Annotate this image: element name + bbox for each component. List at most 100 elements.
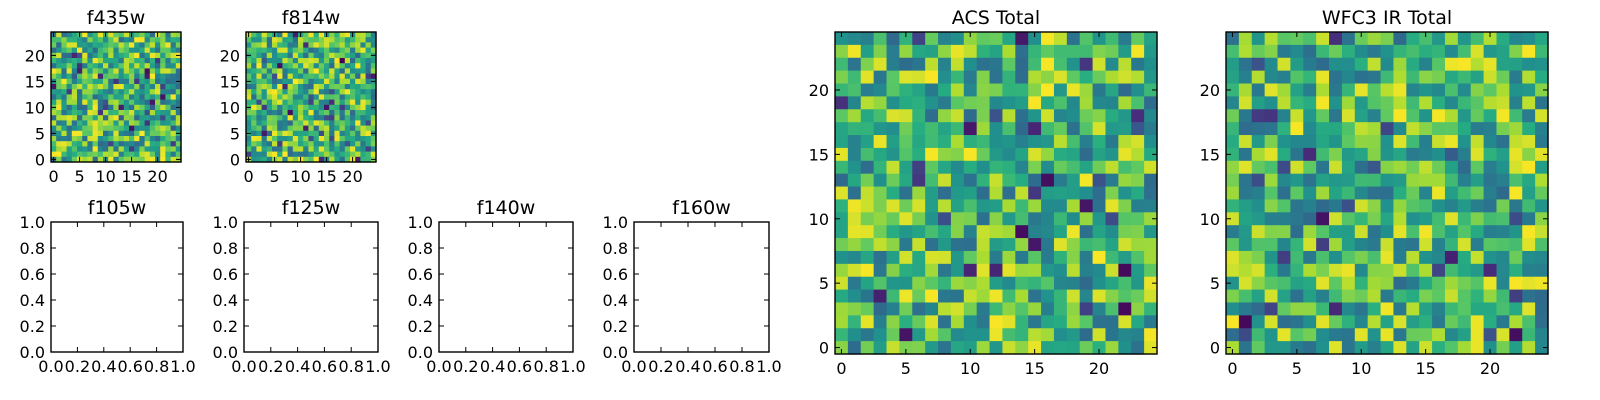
heatmap-cell xyxy=(82,130,88,137)
heatmap-cell xyxy=(886,315,900,329)
heatmap-cell xyxy=(318,130,325,137)
heatmap-cell xyxy=(1028,122,1042,136)
heatmap-cell xyxy=(1341,289,1356,304)
heatmap-cell xyxy=(139,99,146,106)
heatmap-cell xyxy=(1238,135,1253,149)
heatmap-cell xyxy=(360,68,367,75)
heatmap-cell xyxy=(277,58,283,64)
x-tick-label: 0 xyxy=(1227,359,1237,378)
heatmap-cell xyxy=(1316,328,1330,342)
heatmap-cell xyxy=(87,141,94,147)
heatmap-cell xyxy=(1105,328,1119,342)
heatmap-cell xyxy=(134,73,140,80)
heatmap-cell xyxy=(847,263,862,278)
heatmap-cell xyxy=(1118,225,1132,239)
heatmap-cell xyxy=(963,135,978,149)
heatmap-cell xyxy=(350,104,356,111)
heatmap-cell xyxy=(1015,238,1029,252)
heatmap-cell xyxy=(1457,212,1472,226)
heatmap-cell xyxy=(1041,341,1055,355)
heatmap-cell xyxy=(303,37,309,43)
heatmap-cell xyxy=(1483,135,1498,149)
heatmap-cell xyxy=(1144,276,1158,291)
heatmap-cell xyxy=(912,341,926,355)
heatmap-cell xyxy=(938,160,952,175)
heatmap-cell xyxy=(912,83,926,97)
heatmap-cell xyxy=(976,289,991,304)
heatmap-cell xyxy=(1015,315,1029,329)
heatmap-cell xyxy=(334,63,341,69)
heatmap-cell xyxy=(847,289,862,304)
heatmap-cell xyxy=(860,289,875,304)
heatmap-cell xyxy=(370,110,377,116)
heatmap-cell xyxy=(277,47,283,54)
heatmap-cell xyxy=(1028,328,1042,342)
heatmap-cell xyxy=(355,47,361,54)
heatmap-cell xyxy=(82,99,88,106)
heatmap-cell xyxy=(1406,289,1420,304)
heatmap-cell xyxy=(339,52,346,59)
heatmap-cell xyxy=(1144,96,1158,110)
heatmap-cell xyxy=(1290,341,1304,355)
heatmap-cell xyxy=(144,47,151,54)
heatmap-cell xyxy=(1341,57,1356,72)
heatmap-cell xyxy=(1144,122,1158,136)
heatmap-cell xyxy=(1002,341,1016,355)
heatmap-cell xyxy=(950,57,965,72)
heatmap-cell xyxy=(344,104,351,111)
heatmap-cell xyxy=(303,52,309,59)
heatmap-cell xyxy=(66,99,73,106)
heatmap-cell xyxy=(1251,44,1266,59)
heatmap-cell xyxy=(1131,44,1145,59)
x-tick-label: 15 xyxy=(1415,359,1435,378)
heatmap-cell xyxy=(835,83,849,97)
heatmap-cell xyxy=(1079,96,1094,110)
heatmap-cell xyxy=(925,302,939,316)
heatmap-cell xyxy=(1535,302,1549,316)
heatmap-cell xyxy=(1367,70,1382,85)
heatmap-cell xyxy=(160,99,166,106)
heatmap-cell xyxy=(334,52,341,59)
heatmap-cell xyxy=(1226,238,1240,252)
heatmap-cell xyxy=(1470,70,1485,85)
heatmap-cell xyxy=(1393,212,1407,226)
heatmap-cell xyxy=(277,94,283,101)
heatmap-cell xyxy=(134,63,140,69)
heatmap-cell xyxy=(344,120,351,127)
heatmap-cell xyxy=(1329,302,1343,316)
heatmap-cell xyxy=(1341,122,1356,136)
heatmap-cell xyxy=(1406,57,1420,72)
heatmap-cell xyxy=(365,130,372,137)
heatmap-cell xyxy=(277,52,283,59)
heatmap-cell xyxy=(1028,44,1042,59)
x-tick-label: 0.8 xyxy=(338,357,363,376)
heatmap-cell xyxy=(165,42,172,49)
heatmap-cell xyxy=(113,78,120,85)
heatmap-cell xyxy=(1367,57,1382,72)
heatmap-cell xyxy=(324,68,330,75)
heatmap-cell xyxy=(360,146,367,153)
heatmap-cell xyxy=(170,136,177,142)
heatmap-cell xyxy=(1079,32,1094,46)
heatmap-cell xyxy=(1496,160,1510,175)
heatmap-cell xyxy=(144,52,151,59)
heatmap-cell xyxy=(97,68,104,75)
heatmap-cell xyxy=(170,146,177,153)
heatmap-cell xyxy=(1144,302,1158,316)
heatmap-cell xyxy=(324,99,330,106)
heatmap-cell xyxy=(1496,147,1510,162)
heatmap-cell xyxy=(1277,186,1291,201)
heatmap-cell xyxy=(1470,238,1485,252)
heatmap-cell xyxy=(1444,238,1459,252)
x-tick-label: 1.0 xyxy=(365,357,390,376)
heatmap-cell xyxy=(139,125,146,132)
heatmap-cell xyxy=(1419,263,1433,278)
heatmap-cell xyxy=(339,68,346,75)
heatmap-cell xyxy=(339,115,346,121)
heatmap-cell xyxy=(1483,83,1498,97)
heatmap-cell xyxy=(976,315,991,329)
heatmap-cell xyxy=(144,120,151,127)
heatmap-cell xyxy=(360,84,367,90)
heatmap-cell xyxy=(246,125,252,132)
heatmap-cell xyxy=(1251,186,1266,201)
